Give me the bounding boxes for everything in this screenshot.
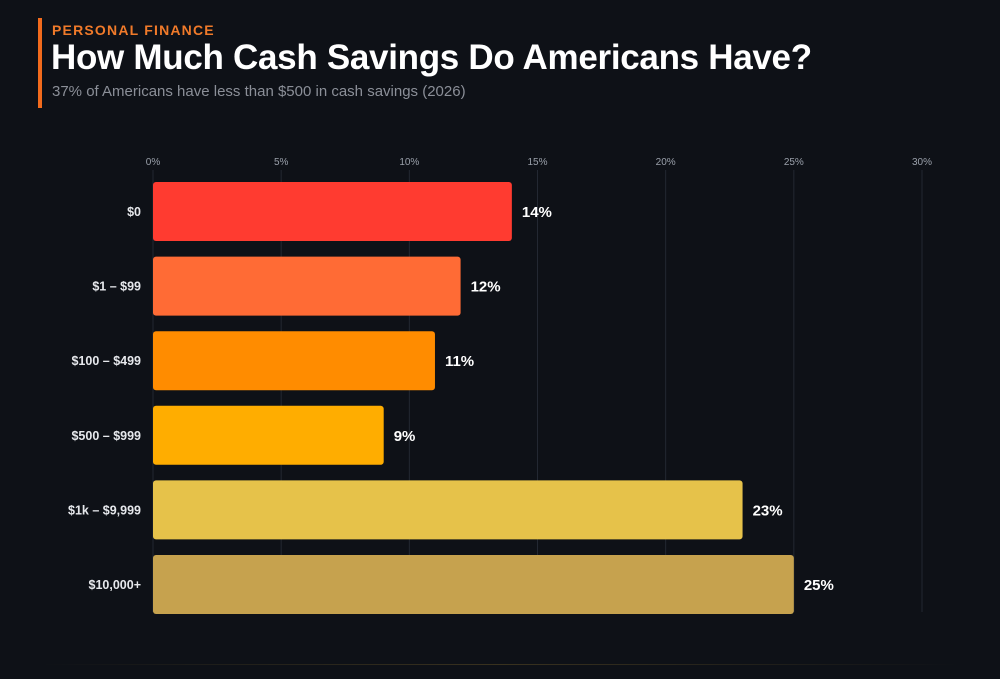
category-label: $1 – $99	[92, 280, 141, 294]
value-label: 11%	[445, 353, 474, 370]
value-label: 12%	[471, 279, 501, 296]
chart-subtitle: 37% of Americans have less than $500 in …	[52, 83, 466, 100]
bar	[153, 256, 461, 316]
category-label: $100 – $499	[71, 354, 141, 368]
x-tick-label: 5%	[274, 157, 289, 168]
bar	[153, 480, 743, 540]
bar	[153, 405, 384, 465]
value-labels: 14% 12% 11% 9% 23% 25%	[394, 204, 834, 594]
category-label: $500 – $999	[71, 429, 141, 443]
x-tick-label: 20%	[656, 157, 676, 168]
value-label: 23%	[753, 502, 783, 519]
bar	[153, 331, 435, 391]
x-tick-label: 25%	[784, 157, 804, 168]
title-accent-bar	[38, 18, 42, 108]
category-label: $0	[127, 205, 141, 219]
category-labels: $0 $1 – $99 $100 – $499 $500 – $999 $1k – $9…	[68, 205, 141, 592]
kicker-label: PERSONAL FINANCE	[52, 22, 215, 38]
value-label: 14%	[522, 204, 552, 221]
bar	[153, 182, 512, 241]
x-tick-label: 30%	[912, 157, 932, 168]
chart-title: How Much Cash Savings Do Americans Have?	[51, 38, 812, 77]
footer-divider	[40, 664, 960, 665]
category-label: $1k – $9,999	[68, 503, 141, 517]
x-tick-label: 10%	[399, 157, 419, 168]
value-label: 9%	[394, 428, 416, 445]
x-tick-label: 15%	[527, 157, 547, 168]
value-label: 25%	[804, 577, 834, 594]
bars	[153, 182, 794, 614]
x-tick-label: 0%	[146, 157, 161, 168]
bar	[153, 555, 794, 614]
x-axis-ticks: 0% 5% 10% 15% 20% 25% 30%	[146, 157, 932, 168]
category-label: $10,000+	[89, 578, 141, 592]
